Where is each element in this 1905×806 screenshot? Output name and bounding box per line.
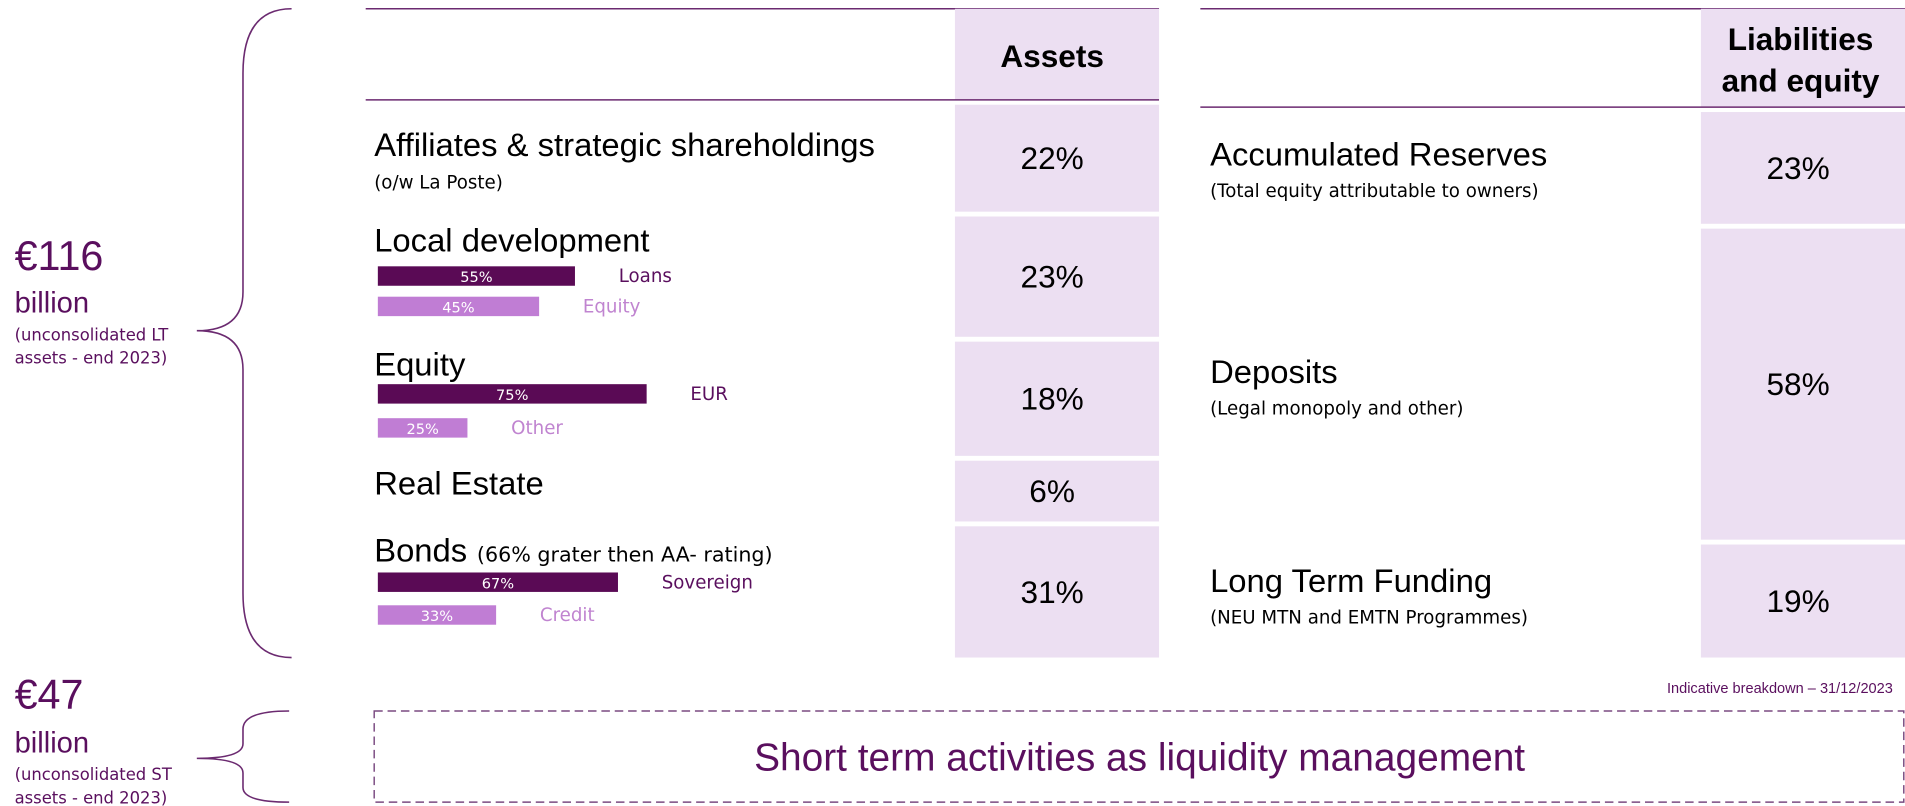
- share-cell: [954, 526, 1160, 658]
- brace: [196, 7, 292, 659]
- row-label: Affiliates & strategic shareholdings: [374, 126, 875, 163]
- bar-label: 25%: [406, 421, 439, 438]
- liabilities-header: Liabilities: [1728, 21, 1874, 57]
- brace: [196, 710, 290, 803]
- row-label: Bonds (66% grater then AA- rating): [374, 532, 772, 569]
- lt-amount: €116: [15, 233, 104, 279]
- row-label: Deposits: [1210, 353, 1338, 390]
- short-term-label: Short term activities as liquidity manag…: [754, 737, 1525, 780]
- row-sublabel: (o/w La Poste): [374, 173, 503, 194]
- share-cell: [1700, 228, 1905, 540]
- footnote: Indicative breakdown – 31/12/2023: [1667, 681, 1893, 697]
- header-cell: [1700, 8, 1905, 108]
- row-sublabel: (Total equity attributable to owners): [1210, 181, 1539, 202]
- share-cell: [954, 216, 1160, 337]
- share-cell: [954, 341, 1160, 456]
- share: 18%: [1021, 381, 1084, 417]
- row-label: Real Estate: [374, 465, 544, 502]
- row-label: Equity: [374, 346, 466, 383]
- row-label-text: Affiliates & strategic shareholdings: [374, 126, 875, 163]
- row-label-text: Real Estate: [374, 465, 544, 502]
- bar-name: Other: [511, 418, 563, 439]
- bar-name: EUR: [690, 384, 728, 405]
- bar: [377, 572, 618, 592]
- short-term-box: [373, 710, 1905, 803]
- share-cell: [1700, 112, 1905, 224]
- share-cell: [1700, 544, 1905, 658]
- row-sublabel: (Legal monopoly and other): [1210, 399, 1463, 420]
- row-label: Long Term Funding: [1210, 562, 1492, 599]
- bar: [377, 605, 497, 625]
- st-note: assets - end 2023): [15, 788, 168, 806]
- row-label: Local development: [374, 222, 649, 259]
- bar-name: Sovereign: [662, 572, 753, 593]
- row-sublabel: (NEU MTN and EMTN Programmes): [1210, 608, 1528, 629]
- share: 31%: [1021, 574, 1084, 610]
- lt-note: (unconsolidated LT: [15, 325, 170, 344]
- row-label-text: Bonds: [374, 532, 467, 569]
- bar: [377, 384, 647, 404]
- bar-label: 75%: [496, 387, 529, 404]
- bar: [377, 418, 468, 438]
- bar-label: 55%: [460, 269, 493, 286]
- bar-name: Credit: [540, 605, 595, 626]
- liabilities-header: and equity: [1722, 62, 1880, 98]
- lt-unit: billion: [15, 287, 90, 319]
- bar-label: 67%: [482, 575, 515, 592]
- st-note: (unconsolidated ST: [15, 765, 173, 784]
- row-label-text: Equity: [374, 346, 466, 383]
- share: 22%: [1021, 140, 1084, 176]
- st-unit: billion: [15, 727, 90, 759]
- share: 23%: [1766, 150, 1829, 186]
- bar: [377, 296, 540, 317]
- bar-label: 45%: [442, 299, 475, 316]
- bar-name: Loans: [619, 266, 672, 287]
- share: 23%: [1021, 259, 1084, 295]
- liabilities-rows: 23% Accumulated Reserves (Total equity att…: [1210, 112, 1905, 658]
- share-cell: [954, 460, 1160, 522]
- bar-name: Equity: [583, 296, 641, 317]
- row-note: (66% grater then AA- rating): [477, 543, 773, 567]
- header-cell: [954, 8, 1160, 100]
- share: 19%: [1766, 583, 1829, 619]
- share-cell: [954, 104, 1160, 212]
- bar: [377, 266, 575, 286]
- bar-label: 33%: [421, 608, 454, 625]
- assets-header: Assets: [1000, 38, 1104, 74]
- lt-note: assets - end 2023): [15, 349, 168, 368]
- st-amount: €47: [15, 672, 84, 718]
- assets-rows: 22% Affiliates & strategic shareholdings (…: [374, 104, 1160, 658]
- row-label-text: Local development: [374, 222, 649, 259]
- share: 58%: [1766, 366, 1829, 402]
- share: 6%: [1029, 473, 1075, 509]
- row-label: Accumulated Reserves: [1210, 135, 1547, 172]
